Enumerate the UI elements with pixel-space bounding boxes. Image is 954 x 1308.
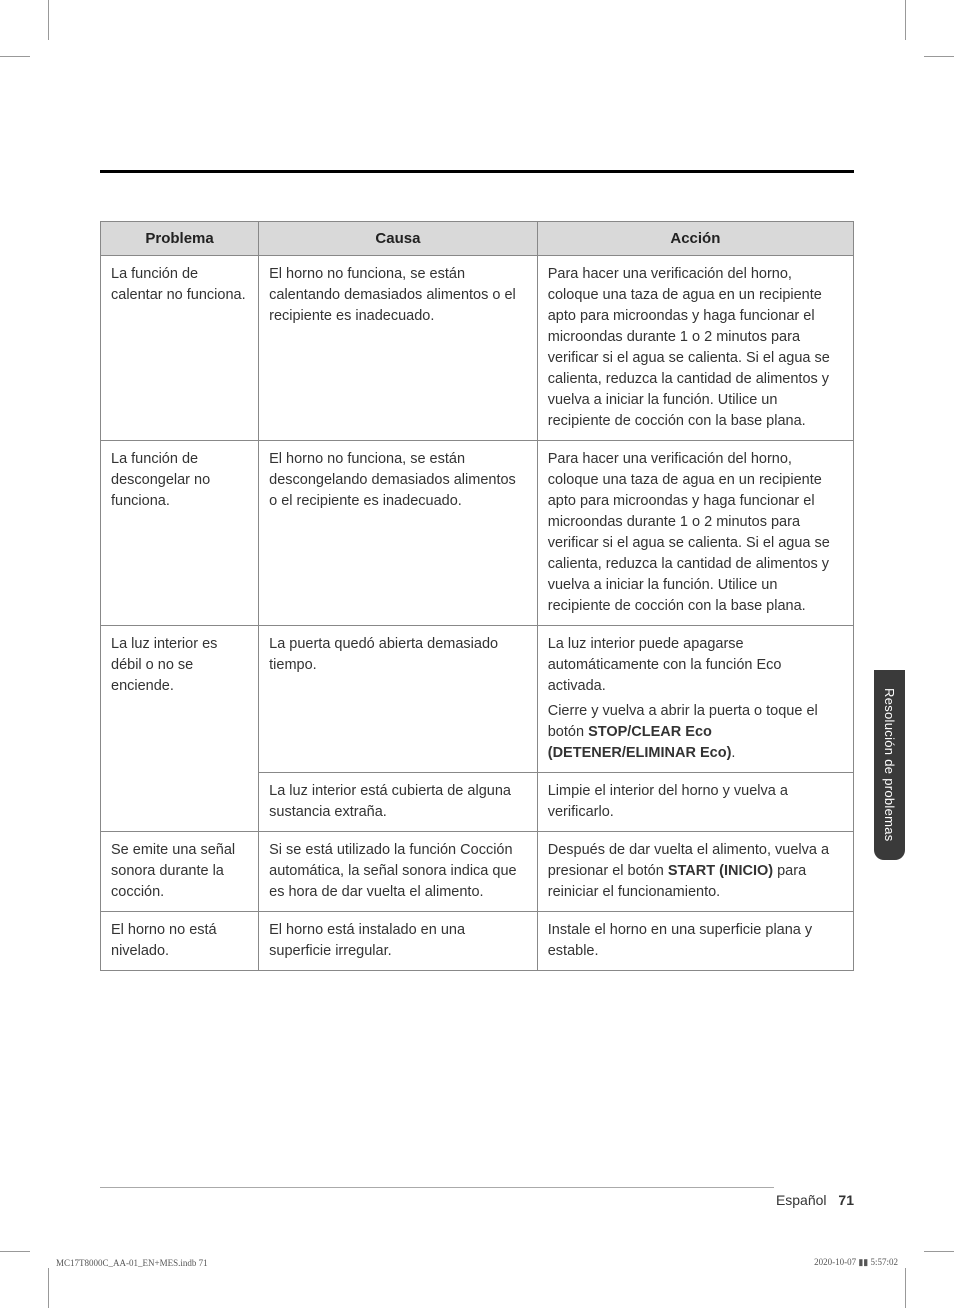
footer-language: Español	[776, 1192, 827, 1208]
crop-mark	[48, 1268, 49, 1308]
cell-problem: La función de calentar no funciona.	[101, 256, 259, 441]
crop-mark	[0, 1251, 30, 1252]
page-footer: Español 71	[776, 1192, 854, 1208]
crop-mark	[905, 1268, 906, 1308]
cell-action: Después de dar vuelta el alimento, vuelv…	[537, 832, 853, 912]
cell-action: Para hacer una verificación del horno, c…	[537, 441, 853, 626]
header-cause: Causa	[259, 222, 538, 256]
cell-problem: Se emite una señal sonora durante la coc…	[101, 832, 259, 912]
cell-problem: La función de descongelar no funciona.	[101, 441, 259, 626]
cell-cause: El horno no funciona, se están descongel…	[259, 441, 538, 626]
troubleshooting-table: Problema Causa Acción La función de cale…	[100, 221, 854, 971]
table-row: La función de descongelar no funciona. E…	[101, 441, 854, 626]
footer-page-number: 71	[838, 1192, 854, 1208]
cell-action: Instale el horno en una superficie plana…	[537, 912, 853, 971]
cell-cause: Si se está utilizado la función Cocción …	[259, 832, 538, 912]
cell-cause: La puerta quedó abierta demasiado tiempo…	[259, 626, 538, 773]
crop-mark	[48, 0, 49, 40]
header-action: Acción	[537, 222, 853, 256]
cell-action: La luz interior puede apagarse automátic…	[537, 626, 853, 773]
table-row: La función de calentar no funciona. El h…	[101, 256, 854, 441]
crop-mark	[924, 56, 954, 57]
cell-cause: El horno está instalado en una superfici…	[259, 912, 538, 971]
action-text: Cierre y vuelva a abrir la puerta o toqu…	[548, 701, 843, 764]
footer-rule	[100, 1187, 774, 1188]
table-row: El horno no está nivelado. El horno está…	[101, 912, 854, 971]
action-text: La luz interior puede apagarse automátic…	[548, 634, 843, 697]
header-problem: Problema	[101, 222, 259, 256]
crop-mark	[924, 1251, 954, 1252]
section-tab: Resolución de problemas	[874, 670, 905, 860]
print-meta-file: MC17T8000C_AA-01_EN+MES.indb 71	[56, 1258, 208, 1268]
table-row: La luz interior es débil o no se enciend…	[101, 626, 854, 773]
horizontal-rule	[100, 170, 854, 173]
crop-mark	[0, 56, 30, 57]
cell-action: Para hacer una verificación del horno, c…	[537, 256, 853, 441]
bold-text: START (INICIO)	[668, 863, 773, 879]
print-meta-timestamp: 2020-10-07 ▮▮ 5:57:02	[814, 1257, 898, 1268]
cell-problem: El horno no está nivelado.	[101, 912, 259, 971]
page-content: Problema Causa Acción La función de cale…	[100, 170, 854, 971]
table-header-row: Problema Causa Acción	[101, 222, 854, 256]
cell-cause: La luz interior está cubierta de alguna …	[259, 773, 538, 832]
crop-mark	[905, 0, 906, 40]
text: .	[731, 745, 735, 761]
cell-action: Limpie el interior del horno y vuelva a …	[537, 773, 853, 832]
cell-problem: La luz interior es débil o no se enciend…	[101, 626, 259, 832]
cell-cause: El horno no funciona, se están calentand…	[259, 256, 538, 441]
table-row: Se emite una señal sonora durante la coc…	[101, 832, 854, 912]
